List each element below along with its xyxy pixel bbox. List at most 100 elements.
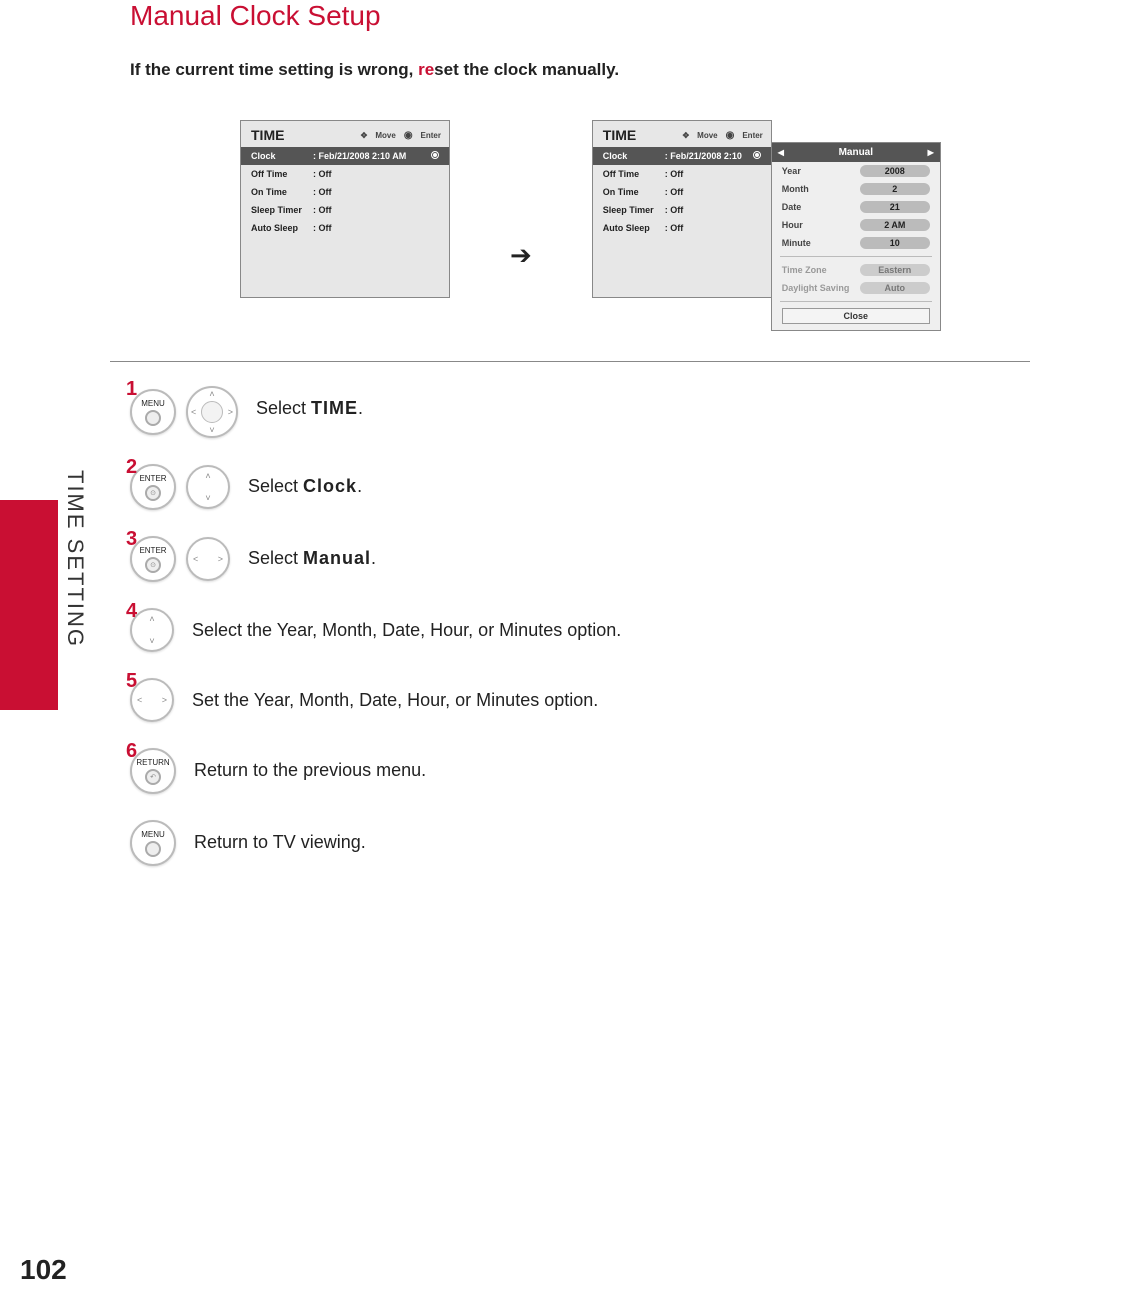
chevron-right-icon: ˃ bbox=[228, 407, 233, 417]
page-subtitle: If the current time setting is wrong, re… bbox=[130, 60, 1030, 80]
close-button[interactable]: Close bbox=[782, 308, 930, 324]
osd-row[interactable]: Auto SleepOff bbox=[241, 219, 449, 237]
step-text: Select Clock. bbox=[248, 464, 362, 499]
arrow-right-icon: ➔ bbox=[510, 240, 532, 271]
osd-left-enter: Enter bbox=[421, 131, 441, 140]
chevron-down-icon: ˅ bbox=[205, 493, 210, 503]
step-text: Set the Year, Month, Date, Hour, or Minu… bbox=[192, 678, 598, 713]
chevron-up-icon: ˄ bbox=[209, 389, 214, 399]
step-text-post: . bbox=[358, 398, 363, 418]
osd-right-enter: Enter bbox=[742, 131, 762, 140]
page-title: Manual Clock Setup bbox=[130, 0, 1030, 32]
osd-row[interactable]: Off TimeOff bbox=[593, 165, 771, 183]
step-row: 3ENTER⊙˂˃Select Manual. bbox=[130, 536, 1030, 582]
button-inner-icon bbox=[145, 841, 161, 857]
manual-header-label: Manual bbox=[839, 147, 873, 158]
osd-row-value: Feb/21/2008 2:10 bbox=[665, 151, 742, 161]
manual-row-label: Hour bbox=[782, 220, 860, 230]
step-text-pre: Return to the previous menu. bbox=[194, 760, 426, 780]
osd-row[interactable]: Off TimeOff bbox=[241, 165, 449, 183]
remote-button-label: ENTER bbox=[139, 546, 166, 555]
osd-row[interactable]: On TimeOff bbox=[241, 183, 449, 201]
step-number: 5 bbox=[126, 670, 137, 693]
manual-panel: ◀ Manual ▶ Year2008Month2Date21Hour2 AMM… bbox=[771, 142, 941, 331]
dpad-leftright[interactable]: ˂˃ bbox=[186, 537, 230, 581]
step-text-bold: TIME bbox=[311, 398, 358, 418]
manual-row-value: Eastern bbox=[860, 264, 930, 276]
triangle-right-icon[interactable]: ▶ bbox=[922, 148, 940, 157]
step-number: 3 bbox=[126, 528, 137, 551]
menu-button[interactable]: MENU bbox=[130, 820, 176, 866]
osd-row-label: Clock bbox=[603, 151, 665, 161]
osd-row-value: Off bbox=[313, 187, 332, 197]
step-number: 2 bbox=[126, 456, 137, 479]
manual-row[interactable]: Year2008 bbox=[772, 162, 940, 180]
osd-row[interactable]: Auto SleepOff bbox=[593, 219, 771, 237]
step-text-pre: Select bbox=[248, 548, 303, 568]
dpad-4way[interactable]: ˄˅˂˃ bbox=[186, 386, 238, 438]
manual-row-value: 21 bbox=[860, 201, 930, 213]
osd-row[interactable]: ClockFeb/21/2008 2:10 AM bbox=[241, 147, 449, 165]
dpad-updown[interactable]: ˄˅ bbox=[186, 465, 230, 509]
osd-right-title: TIME bbox=[603, 127, 636, 143]
triangle-left-icon[interactable]: ◀ bbox=[772, 148, 790, 157]
divider bbox=[110, 361, 1030, 362]
step-text-pre: Return to TV viewing. bbox=[194, 832, 366, 852]
radio-icon bbox=[431, 151, 439, 159]
remote-button-label: ENTER bbox=[139, 474, 166, 483]
osd-row-value: Off bbox=[313, 169, 332, 179]
osd-row-label: Auto Sleep bbox=[251, 223, 313, 233]
chevron-left-icon: ˂ bbox=[193, 554, 198, 564]
osd-row-label: Off Time bbox=[603, 169, 665, 179]
side-section-label: TIME SETTING bbox=[62, 470, 88, 648]
step-text-bold: Clock bbox=[303, 476, 357, 496]
step-text-pre: Set the Year, Month, Date, Hour, or Minu… bbox=[192, 690, 598, 710]
step-number: 1 bbox=[126, 378, 137, 401]
chevron-right-icon: ˃ bbox=[218, 554, 223, 564]
manual-row[interactable]: Month2 bbox=[772, 180, 940, 198]
step-row: 6RETURN↶Return to the previous menu. bbox=[130, 748, 1030, 794]
step-text: Return to the previous menu. bbox=[194, 748, 426, 783]
manual-row-label: Year bbox=[782, 166, 860, 176]
manual-row[interactable]: Minute10 bbox=[772, 234, 940, 252]
return-icon: ↶ bbox=[150, 773, 156, 781]
manual-row-value: Auto bbox=[860, 282, 930, 294]
osd-row[interactable]: Sleep TimerOff bbox=[241, 201, 449, 219]
step-number: 4 bbox=[126, 600, 137, 623]
osd-row-value: Feb/21/2008 2:10 AM bbox=[313, 151, 406, 161]
osd-row-label: On Time bbox=[603, 187, 665, 197]
osd-left-title: TIME bbox=[251, 127, 284, 143]
manual-row-label: Time Zone bbox=[782, 265, 860, 275]
manual-row-value: 2 AM bbox=[860, 219, 930, 231]
step-icons: ENTER⊙˂˃ bbox=[130, 536, 230, 582]
chevron-left-icon: ˂ bbox=[191, 407, 196, 417]
button-inner-icon: ↶ bbox=[145, 769, 161, 785]
manual-row[interactable]: Daylight SavingAuto bbox=[772, 279, 940, 297]
step-icons: MENU˄˅˂˃ bbox=[130, 386, 238, 438]
manual-row[interactable]: Time ZoneEastern bbox=[772, 261, 940, 279]
osd-row-label: Sleep Timer bbox=[251, 205, 313, 215]
screens-row: TIME ✥ Move ◉ Enter ClockFeb/21/2008 2:1… bbox=[240, 120, 1030, 331]
step-text-post: . bbox=[357, 476, 362, 496]
osd-row[interactable]: On TimeOff bbox=[593, 183, 771, 201]
osd-row[interactable]: ClockFeb/21/2008 2:10 bbox=[593, 147, 771, 165]
osd-row-value: Off bbox=[313, 223, 332, 233]
subtitle-pre: If the current time setting is wrong, bbox=[130, 60, 418, 79]
chevron-up-icon: ˄ bbox=[205, 471, 210, 481]
chevron-right-icon: ˃ bbox=[162, 695, 167, 705]
osd-row-value: Off bbox=[313, 205, 332, 215]
osd-left: TIME ✥ Move ◉ Enter ClockFeb/21/2008 2:1… bbox=[240, 120, 450, 298]
manual-row[interactable]: Date21 bbox=[772, 198, 940, 216]
chevron-down-icon: ˅ bbox=[149, 636, 154, 646]
manual-row-label: Daylight Saving bbox=[782, 283, 860, 293]
step-text: Return to TV viewing. bbox=[194, 820, 366, 855]
osd-row-value: Off bbox=[665, 187, 684, 197]
manual-row[interactable]: Hour2 AM bbox=[772, 216, 940, 234]
step-text: Select the Year, Month, Date, Hour, or M… bbox=[192, 608, 621, 643]
manual-row-value: 10 bbox=[860, 237, 930, 249]
enter-icon: ◉ bbox=[726, 130, 735, 141]
osd-row[interactable]: Sleep TimerOff bbox=[593, 201, 771, 219]
manual-row-value: 2008 bbox=[860, 165, 930, 177]
step-text-pre: Select bbox=[256, 398, 311, 418]
osd-row-label: Clock bbox=[251, 151, 313, 161]
